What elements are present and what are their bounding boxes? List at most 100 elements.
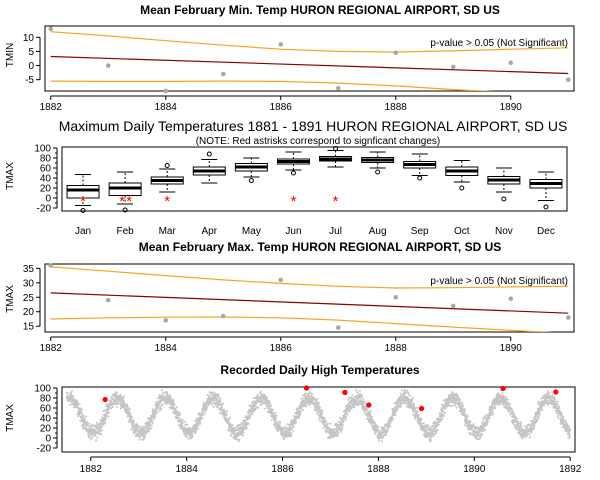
tmax-panel-point — [335, 325, 341, 330]
daily-point — [201, 411, 204, 414]
daily-point — [326, 422, 329, 425]
daily-point — [274, 418, 277, 421]
tmin-panel-point — [220, 71, 226, 77]
daily-point — [300, 397, 302, 400]
daily-point — [458, 399, 461, 402]
daily-point — [343, 417, 346, 420]
daily-point — [321, 409, 324, 412]
daily-point — [386, 428, 389, 431]
daily-point — [214, 403, 217, 406]
tmax-title: Mean February Max. Temp HURON REGIONAL A… — [139, 240, 502, 254]
daily-point — [556, 400, 559, 403]
daily-point — [120, 400, 123, 403]
daily-point — [424, 428, 427, 431]
daily-point — [150, 424, 153, 427]
significance-asterisk: * — [164, 193, 170, 210]
box-y-tick-label: 40 — [40, 174, 52, 185]
daily-point — [454, 404, 457, 407]
daily-point — [83, 427, 86, 430]
daily-point — [143, 435, 146, 437]
daily-point — [176, 410, 179, 413]
daily-point — [106, 412, 109, 415]
month-label: Jul — [329, 226, 342, 237]
daily-point — [131, 426, 134, 429]
daily-point — [560, 411, 563, 414]
daily-point — [100, 429, 103, 432]
daily-point — [251, 400, 254, 403]
daily-point — [347, 403, 349, 406]
daily-point — [481, 421, 484, 424]
tmax-panel-point — [220, 313, 226, 319]
month-label: May — [242, 226, 261, 237]
daily-point — [381, 440, 383, 443]
daily-point — [165, 402, 168, 405]
daily-point — [339, 430, 342, 433]
daily-point — [217, 406, 220, 409]
daily-point — [547, 399, 550, 402]
daily-ylabel: TMAX — [5, 404, 16, 432]
daily-point — [92, 424, 95, 427]
daily-point — [68, 400, 71, 403]
daily-point — [347, 398, 350, 401]
daily-point — [84, 419, 87, 422]
daily-point — [461, 410, 464, 413]
tmin-panel-point — [508, 60, 514, 66]
daily-point — [562, 418, 565, 421]
daily-point — [251, 412, 254, 415]
tmax-panel-y-tick-label: 15 — [23, 322, 35, 333]
daily-point — [158, 409, 161, 412]
month-label: Feb — [117, 226, 135, 237]
daily-point — [554, 403, 557, 406]
daily-point — [455, 406, 458, 409]
daily-point — [219, 412, 221, 415]
daily-point — [307, 392, 310, 395]
tmax-panel-annotation: p-value > 0.05 (Not Significant) — [430, 276, 568, 287]
daily-point — [279, 421, 282, 424]
daily-point — [442, 414, 445, 417]
daily-point — [142, 438, 145, 441]
record-high-point — [303, 385, 310, 391]
daily-point — [65, 391, 68, 394]
daily-point — [243, 427, 246, 430]
daily-point — [512, 422, 515, 425]
box-ylabel: TMAX — [5, 162, 16, 190]
record-high-point — [500, 385, 506, 392]
daily-point — [137, 424, 139, 427]
daily-point — [249, 405, 252, 407]
daily-point — [181, 419, 184, 422]
daily-point — [125, 412, 128, 415]
daily-point — [438, 418, 441, 421]
daily-point — [378, 439, 381, 442]
daily-point — [507, 402, 510, 404]
daily-point — [498, 403, 501, 406]
daily-point — [458, 398, 461, 401]
daily-point — [151, 422, 154, 424]
daily-point — [349, 404, 352, 407]
tmin-panel-point — [565, 77, 571, 82]
daily-point — [201, 417, 204, 420]
daily-point — [496, 401, 499, 404]
daily-point — [503, 405, 506, 408]
daily-point — [420, 418, 423, 421]
daily-point — [463, 413, 466, 416]
month-label: Aug — [369, 226, 387, 237]
box-y-tick-label: 100 — [34, 144, 51, 155]
daily-point — [465, 417, 468, 420]
daily-point — [440, 419, 443, 422]
tmin-panel-x-tick-label: 1890 — [500, 102, 523, 113]
daily-frame — [61, 386, 576, 453]
daily-point — [229, 434, 232, 437]
daily-point — [355, 389, 357, 392]
daily-point — [370, 419, 373, 422]
daily-point — [430, 439, 433, 442]
daily-point — [223, 416, 226, 419]
daily-point — [209, 402, 212, 405]
daily-point — [298, 414, 301, 417]
daily-point — [383, 426, 386, 429]
daily-point — [431, 435, 434, 437]
daily-point — [364, 401, 367, 404]
daily-point — [509, 403, 511, 406]
daily-point — [246, 418, 249, 421]
